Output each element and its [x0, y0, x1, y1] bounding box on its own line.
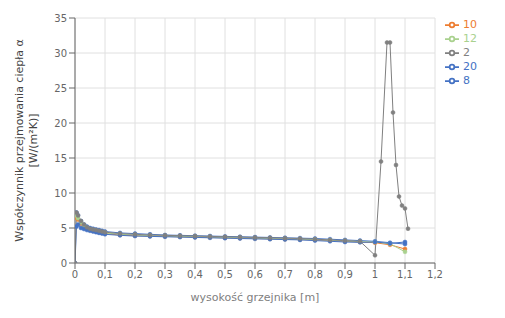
svg-text:0,7: 0,7 — [277, 269, 293, 280]
html-text:2: 2 — [463, 46, 470, 59]
svg-text:0,2: 0,2 — [127, 269, 143, 280]
html-text:12: 12 — [463, 32, 477, 45]
svg-text:35: 35 — [54, 13, 67, 24]
svg-text:0,3: 0,3 — [157, 269, 173, 280]
html-text:8: 8 — [463, 74, 470, 87]
svg-text:1,1: 1,1 — [397, 269, 413, 280]
svg-text:0,9: 0,9 — [337, 269, 353, 280]
svg-text:Współczynnik przejmowania ciep: Współczynnik przejmowania ciepła α[W/(m²… — [13, 39, 40, 242]
svg-text:0,1: 0,1 — [97, 269, 113, 280]
svg-text:1: 1 — [372, 269, 378, 280]
svg-text:20: 20 — [54, 118, 67, 129]
svg-text:wysokość grzejnika [m]: wysokość grzejnika [m] — [191, 291, 320, 304]
svg-text:15: 15 — [54, 153, 67, 164]
svg-text:5: 5 — [61, 223, 67, 234]
svg-text:0: 0 — [61, 258, 67, 269]
html-text:10: 10 — [463, 18, 477, 31]
svg-text:0,6: 0,6 — [247, 269, 263, 280]
svg-text:0: 0 — [72, 269, 78, 280]
svg-text:10: 10 — [54, 188, 67, 199]
svg-text:0,4: 0,4 — [187, 269, 203, 280]
svg-text:0,5: 0,5 — [217, 269, 233, 280]
svg-text:25: 25 — [54, 83, 67, 94]
svg-text:30: 30 — [54, 48, 67, 59]
svg-text:0,8: 0,8 — [307, 269, 323, 280]
html-text:20: 20 — [463, 60, 477, 73]
svg-text:1,2: 1,2 — [427, 269, 443, 280]
